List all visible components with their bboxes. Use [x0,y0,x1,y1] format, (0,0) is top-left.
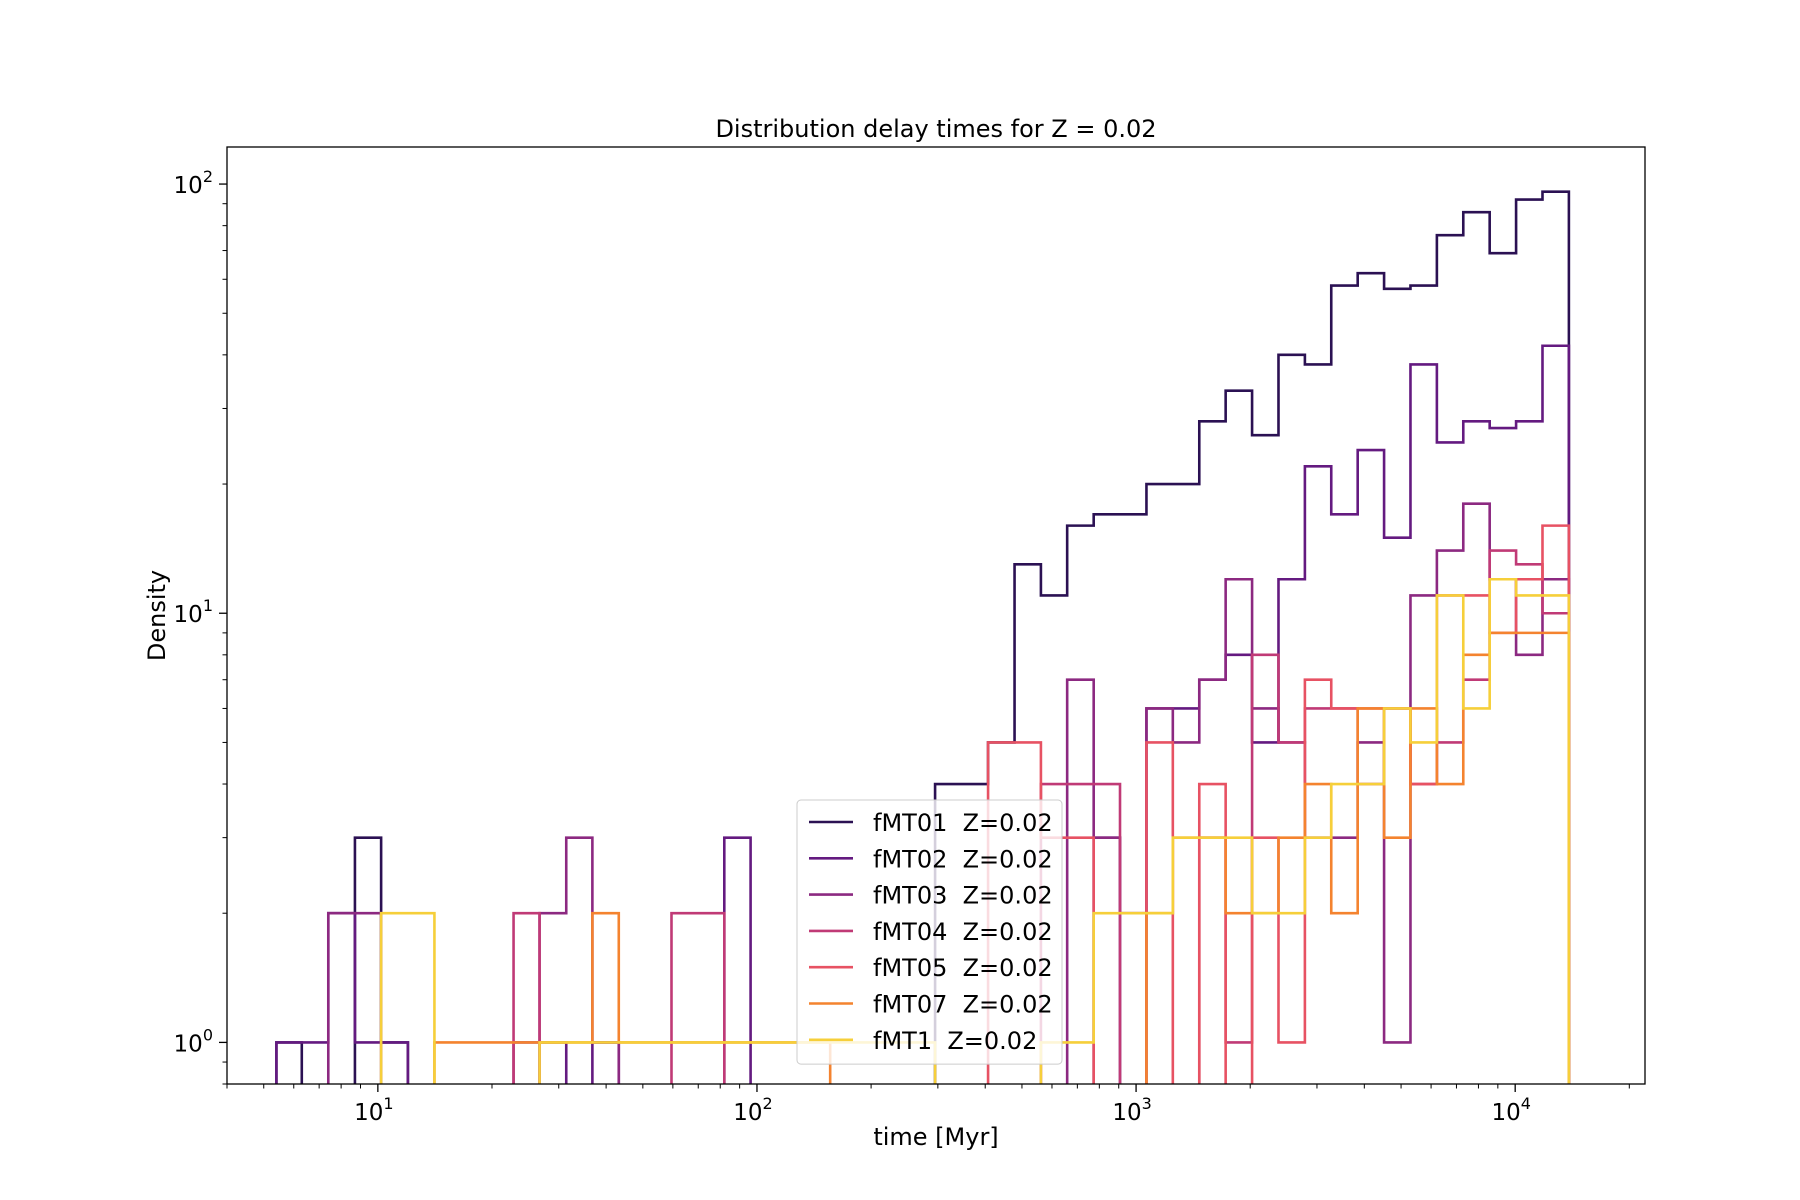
legend-box [796,799,1063,1065]
chart-title: Distribution delay times for Z = 0.02 [715,115,1156,143]
series-layer [275,190,1571,1084]
legend-label: fMT07 Z=0.02 [873,991,1053,1019]
legend-label: fMT05 Z=0.02 [873,954,1053,982]
y-axis-title: Density [143,570,171,661]
y-tick-label: 101 [174,596,213,628]
y-tick-label: 100 [174,1025,213,1057]
series-line-2 [275,344,1571,1084]
series-line-7 [379,577,1571,1084]
legend: fMT01 Z=0.02 fMT02 Z=0.02 fMT03 Z=0.02 fMT0… [796,799,1063,1065]
legend-label: fMT03 Z=0.02 [873,882,1053,910]
legend-label: fMT02 Z=0.02 [873,845,1053,873]
legend-label: fMT01 Z=0.02 [873,809,1053,837]
x-tick-label: 103 [1112,1094,1151,1126]
x-tick-label: 101 [354,1094,393,1126]
x-axis-title: time [Myr] [873,1123,998,1151]
legend-label: fMT1 Z=0.02 [873,1027,1037,1055]
plot-frame [226,146,1646,1085]
series-line-1 [275,190,1571,1084]
axes-layer: 101 102 103 104 100 101 102 [174,146,1646,1126]
x-tick-label: 104 [1491,1094,1530,1126]
legend-label: fMT04 Z=0.02 [873,918,1053,946]
x-tick-label: 102 [733,1094,772,1126]
y-tick-label: 102 [174,167,213,199]
